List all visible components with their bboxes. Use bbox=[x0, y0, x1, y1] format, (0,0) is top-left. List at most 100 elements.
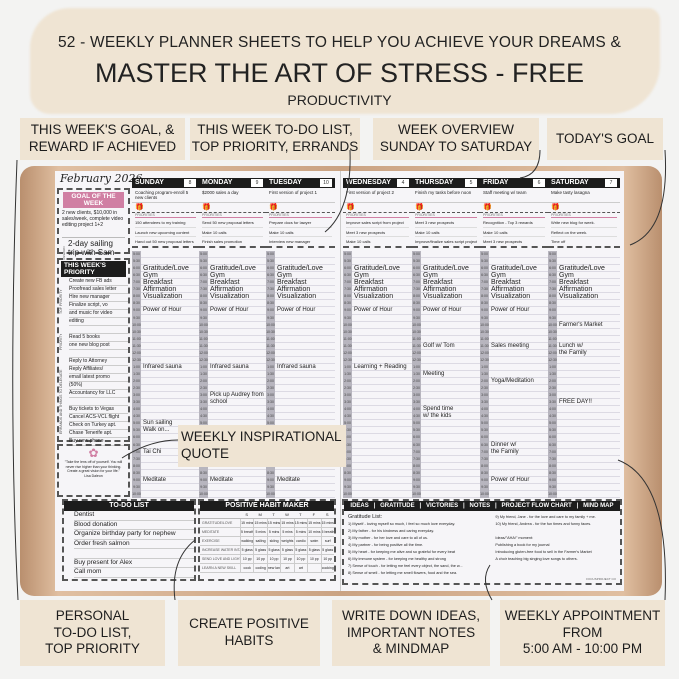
time-label: 8:30 bbox=[480, 469, 489, 477]
time-row: 2:00 bbox=[548, 378, 620, 386]
appointment: Visualization bbox=[143, 293, 183, 301]
time-label: 10:00 bbox=[132, 321, 141, 329]
time-row: 6:00 bbox=[199, 265, 266, 273]
ideas-line: Gratitude List: bbox=[348, 514, 383, 520]
habit-cell: 5 glass bbox=[253, 546, 267, 554]
appointment: Gratitude/Love bbox=[559, 265, 605, 273]
habit-cell: cook bbox=[240, 564, 253, 572]
time-label: 10:00 bbox=[480, 321, 489, 329]
appointment: Meditate bbox=[210, 476, 234, 483]
priority-entry: Improve sales script from project bbox=[346, 218, 409, 228]
label-todays-goal: TODAY'S GOAL bbox=[547, 118, 663, 160]
time-label: 4:30 bbox=[266, 413, 275, 421]
appointment: Gym bbox=[277, 272, 292, 280]
habit-name: MEDITATE bbox=[202, 530, 220, 534]
habit-cell: 10 mins bbox=[307, 528, 321, 536]
appointment: Gym bbox=[143, 272, 158, 280]
ideas-line: 5) My heart - for keeping me alive and s… bbox=[348, 550, 455, 554]
time-row: 7:30 bbox=[132, 455, 199, 463]
time-row: 8:30 bbox=[480, 300, 548, 308]
time-row: 5:00 bbox=[199, 251, 266, 259]
time-row: 11:00 bbox=[266, 335, 335, 343]
time-row: 9:00 bbox=[412, 307, 480, 315]
time-label: 8:00 bbox=[343, 462, 352, 470]
time-label: 2:30 bbox=[480, 385, 489, 393]
time-label: 9:30 bbox=[132, 483, 141, 491]
appointment: Affirmation bbox=[277, 286, 311, 294]
day-name: WEDNESDAY bbox=[346, 179, 391, 186]
priority-entry: Meet 3 new prospects bbox=[483, 237, 545, 246]
time-label: 10:30 bbox=[548, 328, 557, 336]
time-row: 3:30 bbox=[132, 399, 199, 407]
time-label: 9:30 bbox=[266, 483, 275, 491]
priority-entry: Hand out 50 new proposal letters bbox=[135, 237, 196, 246]
time-label: 12:30 bbox=[412, 356, 421, 364]
time-row: 9:30 bbox=[548, 314, 620, 322]
time-row: 12:30 bbox=[132, 356, 199, 364]
priority-item: Chase Tenerife apt. bbox=[69, 430, 128, 438]
habit-day: W bbox=[285, 512, 289, 517]
habit-maker-title: POSITIVE HABIT MAKER bbox=[200, 501, 334, 511]
time-row: 5:30 bbox=[132, 258, 199, 266]
time-row: 11:00 bbox=[343, 335, 412, 343]
time-row: 7:00 bbox=[480, 279, 548, 287]
time-row: 10:00 bbox=[548, 490, 620, 498]
priority-item: editing bbox=[69, 318, 128, 326]
arrow-line bbox=[12, 159, 19, 601]
time-row: 7:00 bbox=[548, 448, 620, 456]
appointment: Gratitude/Love bbox=[143, 265, 189, 273]
day-number: 8 bbox=[184, 179, 196, 187]
day-header: WEDNESDAY 4 bbox=[343, 178, 412, 188]
time-row: 12:00 bbox=[548, 349, 620, 357]
time-label: 9:00 bbox=[132, 476, 141, 484]
time-label: 7:30 bbox=[548, 286, 557, 294]
priorities-label: PRIORITIES bbox=[483, 213, 545, 218]
time-row: 8:30 bbox=[548, 469, 620, 477]
day-priorities: PRIORITIES Meet 3 new prospects Make 10 ca… bbox=[412, 212, 480, 248]
time-label: 5:30 bbox=[199, 258, 208, 266]
time-row: 8:00 bbox=[266, 293, 335, 301]
time-row: 9:00 bbox=[266, 476, 335, 484]
day-goal: Finish my tasks before noon bbox=[412, 188, 480, 203]
day-priorities: PRIORITIES Recognition - Top 3 rewards Mak… bbox=[480, 212, 548, 248]
time-row: 3:30 bbox=[480, 399, 548, 407]
habit-maker-box: POSITIVE HABIT MAKER S M T W T F S GRATITUDE/LO… bbox=[198, 499, 336, 581]
appointment: Affirmation bbox=[354, 286, 388, 294]
time-label: 7:00 bbox=[343, 448, 352, 456]
time-label: 5:00 bbox=[266, 420, 275, 428]
appointment: Power of Hour bbox=[210, 307, 249, 314]
time-label: 3:00 bbox=[480, 392, 489, 400]
time-label: 3:00 bbox=[548, 392, 557, 400]
appointment: Gym bbox=[559, 272, 574, 280]
time-row: 8:00 bbox=[132, 293, 199, 301]
ideas-tab-mind-map: MIND MAP bbox=[583, 503, 614, 509]
time-label: 7:00 bbox=[412, 279, 421, 287]
time-label: 8:00 bbox=[412, 293, 421, 301]
time-row: 10:30 bbox=[548, 328, 620, 336]
day-priorities: PRIORITIES Send 50 new proposal letters Ma… bbox=[199, 212, 266, 248]
time-label: 8:30 bbox=[199, 300, 208, 308]
habit-cell: 10 pp bbox=[320, 555, 334, 563]
time-row: 5:00 bbox=[480, 251, 548, 259]
time-label: 10:00 bbox=[266, 490, 275, 498]
time-label: 6:30 bbox=[132, 272, 141, 280]
time-row: 1:30 bbox=[480, 370, 548, 379]
priority-item: Hire new manager bbox=[69, 294, 128, 302]
time-label: 3:30 bbox=[480, 399, 489, 407]
day-number: 9 bbox=[251, 179, 263, 187]
ideas-tab-gratitude: GRATITUDE bbox=[380, 503, 415, 509]
time-row: 2:30 bbox=[132, 385, 199, 393]
time-label: 5:00 bbox=[132, 251, 141, 259]
priority-item: Reply Affiliates/ bbox=[69, 366, 128, 374]
time-label: 8:00 bbox=[132, 293, 141, 301]
time-label: 10:30 bbox=[132, 328, 141, 336]
time-label: 9:30 bbox=[412, 314, 421, 322]
time-row: 9:30 bbox=[480, 314, 548, 322]
time-row: 6:30 bbox=[132, 272, 199, 280]
time-row: 5:00 bbox=[343, 420, 412, 428]
habit-name: INCREASE WATER INTAKE bbox=[202, 548, 240, 552]
priority-entry: Launch new upcoming content bbox=[135, 228, 196, 237]
day-header: SUNDAY 8 bbox=[132, 178, 199, 188]
time-label: 9:00 bbox=[480, 307, 489, 315]
time-row: 9:30 bbox=[266, 483, 335, 491]
